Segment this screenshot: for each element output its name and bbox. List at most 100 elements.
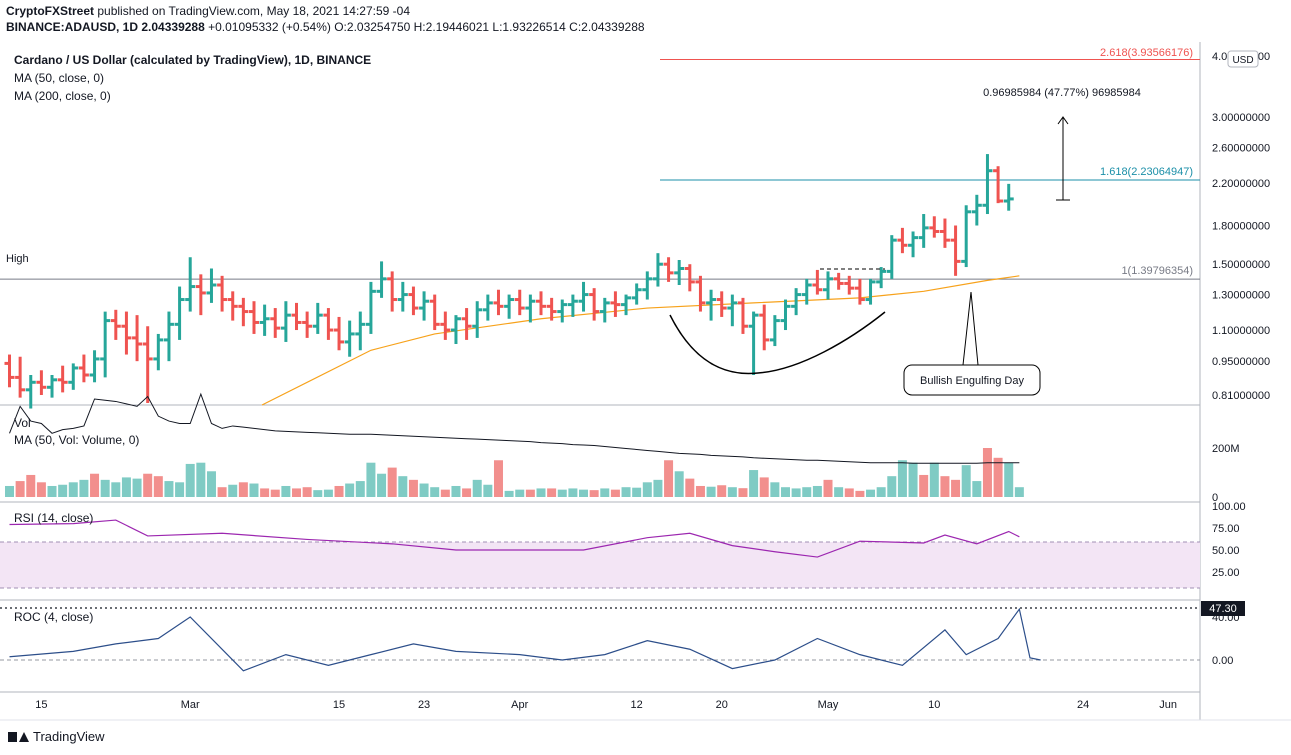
rsi-legend[interactable]: RSI (14, close) [14, 511, 94, 525]
volume-bar [685, 478, 695, 497]
volume-bar [770, 482, 780, 497]
open-label: O: [334, 20, 347, 34]
ohlc-bar [663, 257, 674, 282]
volume-bar [823, 479, 833, 497]
volume-bar [717, 485, 727, 497]
volume-bar [547, 488, 557, 497]
ohlc-bar [897, 227, 908, 254]
volume-bar [674, 471, 684, 497]
volume-bar [270, 489, 280, 497]
vol-ma-legend[interactable]: MA (50, Vol: Volume, 0) [14, 433, 140, 447]
volume-bar [47, 485, 57, 497]
volume-bar [536, 488, 546, 497]
volume-bar [844, 488, 854, 497]
volume-bar [121, 477, 131, 497]
volume-bar [887, 476, 897, 497]
volume-bar [366, 462, 376, 497]
volume-bar [408, 479, 418, 497]
ohlc-bar [185, 257, 196, 312]
ohlc-bar [695, 275, 706, 312]
volume-bar [653, 479, 663, 497]
ohlc-bar [621, 294, 632, 316]
ohlc-bar [121, 311, 132, 355]
ohlc-bar [429, 294, 440, 331]
volume-bar [398, 476, 408, 497]
volume-bar [525, 489, 535, 497]
volume-bar [132, 478, 142, 497]
ohlc-bar [610, 291, 621, 317]
volume-bar [260, 488, 270, 497]
ohlc-bar [482, 294, 493, 321]
main-legend[interactable]: Cardano / US Dollar (calculated by Tradi… [14, 53, 372, 67]
volume-bar [834, 487, 844, 497]
volume-bar [217, 487, 227, 497]
ohlc-bar [525, 294, 536, 323]
volume-bar [557, 489, 567, 497]
ohlc-bar [833, 272, 844, 290]
low-label: L: [492, 20, 503, 34]
ohlc-bar [440, 311, 451, 340]
ohlc-bar [631, 283, 642, 305]
ohlc-bar [461, 308, 472, 340]
publisher-name[interactable]: CryptoFXStreet [6, 4, 95, 18]
volume-bar [1004, 462, 1014, 497]
x-tick-label: 15 [333, 699, 345, 711]
ohlc-bar [982, 154, 993, 215]
ohlc-bar [791, 288, 802, 316]
ohlc-bar [4, 354, 15, 388]
volume-bar [36, 482, 46, 497]
ohlc-bar [57, 365, 68, 393]
rsi-tick-label: 25.00 [1212, 567, 1240, 579]
volume-bar [15, 481, 25, 497]
ohlc-bar [652, 253, 663, 287]
ohlc-bar [376, 261, 387, 298]
volume-tick-label: 200M [1212, 443, 1240, 455]
price-tick-label: 2.60000000 [1212, 142, 1270, 154]
ohlc-bar [599, 297, 610, 323]
volume-bar [462, 488, 472, 497]
ohlc-bar [514, 289, 525, 316]
volume-bar [951, 479, 961, 497]
price-tick-label: 0.81000000 [1212, 390, 1270, 402]
cup-pattern [669, 311, 886, 375]
volume-bar [759, 477, 769, 497]
ohlc-bar [865, 278, 876, 305]
ohlc-bar [163, 311, 174, 362]
volume-bar [302, 487, 312, 497]
ohlc-bar [844, 275, 855, 295]
ohlc-header: BINANCE:ADAUSD, 1D 2.04339288 +0.0109533… [6, 20, 645, 34]
volume-tick-label: 0 [1212, 492, 1218, 504]
ohlc-bar [493, 289, 504, 316]
x-tick-label: Mar [181, 699, 200, 711]
rsi-tick-label: 75.00 [1212, 523, 1240, 535]
ohlc-bar [908, 231, 919, 258]
high-value: 2.19446021 [425, 20, 490, 34]
ma200-legend[interactable]: MA (200, close, 0) [14, 89, 111, 103]
tradingview-logo[interactable]: TradingView [8, 729, 105, 744]
ohlc-bar [291, 302, 302, 331]
volume-bar [642, 482, 652, 497]
ma50-legend[interactable]: MA (50, close, 0) [14, 71, 105, 85]
volume-bar [919, 474, 929, 497]
volume-bar [5, 485, 14, 497]
volume-bar [600, 488, 610, 497]
price-change: +0.01095332 (+0.54%) [208, 20, 331, 34]
volume-bar [164, 481, 174, 497]
volume-bar [727, 487, 737, 497]
volume-bar [249, 483, 259, 497]
ohlc-bar [1003, 183, 1014, 211]
ohlc-bar [334, 316, 345, 351]
ohlc-bar [419, 291, 430, 321]
tradingview-logo-text: TradingView [33, 729, 105, 744]
vol-legend[interactable]: Vol [14, 416, 31, 430]
ohlc-bar [153, 333, 164, 371]
volume-bar [281, 485, 291, 497]
ohlc-bar [142, 326, 153, 404]
ohlc-bar [642, 271, 653, 300]
roc-legend[interactable]: ROC (4, close) [14, 610, 94, 624]
ohlc-bar [472, 301, 483, 338]
volume-bar [855, 490, 865, 497]
fib-1618-label: 1.618(2.23064947) [1100, 166, 1193, 178]
ohlc-bar [387, 271, 398, 312]
measure-label: 0.96985984 (47.77%) 96985984 [983, 87, 1141, 99]
